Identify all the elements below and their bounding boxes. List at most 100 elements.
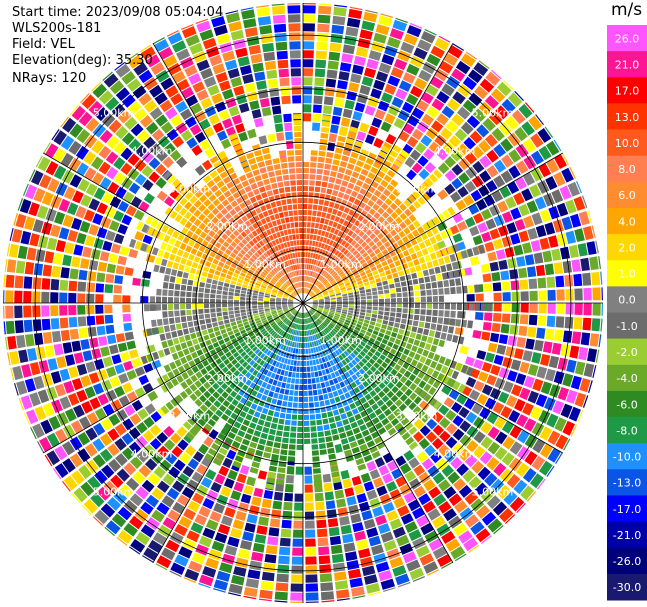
velocity-gate	[434, 233, 443, 242]
velocity-gate	[324, 306, 330, 309]
velocity-gate	[329, 323, 335, 328]
velocity-gate	[422, 269, 429, 277]
velocity-gate	[272, 346, 277, 353]
noise-gate	[304, 493, 314, 502]
velocity-gate	[304, 438, 311, 444]
velocity-gate	[277, 257, 282, 264]
velocity-gate	[169, 324, 176, 332]
velocity-gate	[272, 158, 280, 165]
velocity-gate	[253, 397, 260, 405]
velocity-gate	[351, 282, 358, 287]
azimuth-spoke	[42, 152, 304, 304]
noise-gate	[13, 213, 18, 226]
velocity-gate	[315, 320, 319, 326]
velocity-gate	[304, 282, 307, 288]
velocity-gate	[208, 378, 216, 386]
noise-gate	[246, 36, 260, 46]
velocity-gate	[380, 179, 389, 188]
noise-gate	[68, 292, 77, 303]
noise-gate	[468, 92, 483, 107]
noise-gate	[285, 475, 294, 484]
noise-gate	[419, 553, 435, 566]
velocity-gate	[322, 289, 327, 293]
range-label: 2.00km	[358, 220, 400, 233]
noise-gate	[303, 59, 314, 68]
velocity-gate	[233, 273, 239, 278]
velocity-gate	[287, 313, 292, 318]
velocity-gate	[258, 275, 265, 280]
velocity-gate	[290, 322, 295, 328]
velocity-gate	[455, 362, 463, 372]
velocity-gate	[329, 291, 335, 295]
noise-gate	[484, 241, 495, 252]
noise-gate	[367, 591, 381, 596]
velocity-gate	[330, 304, 336, 307]
noise-gate	[564, 316, 574, 329]
velocity-gate	[277, 310, 283, 313]
noise-gate	[352, 595, 366, 599]
velocity-gate	[269, 351, 274, 358]
velocity-gate	[408, 214, 417, 223]
velocity-gate	[144, 304, 150, 312]
noise-gate	[360, 472, 371, 483]
velocity-gate	[229, 208, 237, 216]
velocity-gate	[332, 365, 337, 372]
velocity-gate	[383, 265, 390, 271]
velocity-gate	[358, 332, 365, 337]
velocity-gate	[228, 217, 236, 225]
velocity-gate	[162, 170, 172, 180]
velocity-gate	[417, 327, 424, 334]
velocity-gate	[369, 233, 376, 240]
velocity-gate	[270, 307, 276, 310]
noise-gate	[471, 145, 485, 159]
noise-gate	[134, 159, 147, 172]
velocity-gate	[276, 231, 281, 238]
noise-gate	[87, 326, 97, 337]
noise-gate	[481, 384, 493, 396]
velocity-gate	[374, 175, 383, 184]
noise-gate	[304, 502, 314, 511]
noise-gate	[115, 186, 127, 199]
noise-gate	[80, 375, 92, 388]
velocity-gate	[283, 211, 289, 217]
velocity-gate	[201, 329, 208, 336]
velocity-gate	[381, 417, 390, 426]
velocity-gate	[267, 317, 273, 321]
noise-gate	[172, 480, 185, 493]
velocity-gate	[375, 278, 382, 283]
noise-gate	[141, 165, 154, 178]
velocity-gate	[335, 363, 341, 370]
velocity-gate	[296, 240, 300, 246]
velocity-gate	[288, 444, 296, 450]
velocity-gate	[213, 400, 222, 408]
noise-gate	[257, 470, 268, 480]
velocity-gate	[265, 243, 271, 250]
velocity-gate	[257, 333, 263, 339]
velocity-gate	[238, 188, 246, 196]
noise-gate	[305, 592, 319, 601]
colorbar-tick: 4.0	[618, 215, 636, 228]
noise-gate	[93, 187, 106, 200]
velocity-gate	[248, 283, 255, 287]
noise-gate	[120, 351, 131, 362]
velocity-gate	[400, 384, 408, 393]
noise-gate	[428, 141, 441, 154]
velocity-gate	[230, 390, 238, 398]
noise-gate	[314, 77, 325, 87]
velocity-gate	[188, 360, 196, 368]
velocity-gate	[390, 179, 399, 188]
velocity-gate	[241, 438, 250, 446]
noise-gate	[508, 149, 522, 163]
velocity-gate	[197, 418, 207, 427]
noise-gate	[531, 352, 542, 364]
velocity-gate	[274, 436, 282, 443]
velocity-gate	[389, 149, 399, 158]
noise-gate	[466, 294, 475, 302]
noise-gate	[463, 137, 476, 150]
velocity-gate	[356, 323, 362, 329]
velocity-gate	[371, 403, 379, 411]
velocity-gate	[212, 457, 223, 467]
velocity-gate	[262, 362, 268, 368]
noise-gate	[188, 73, 202, 85]
velocity-gate	[183, 421, 192, 431]
